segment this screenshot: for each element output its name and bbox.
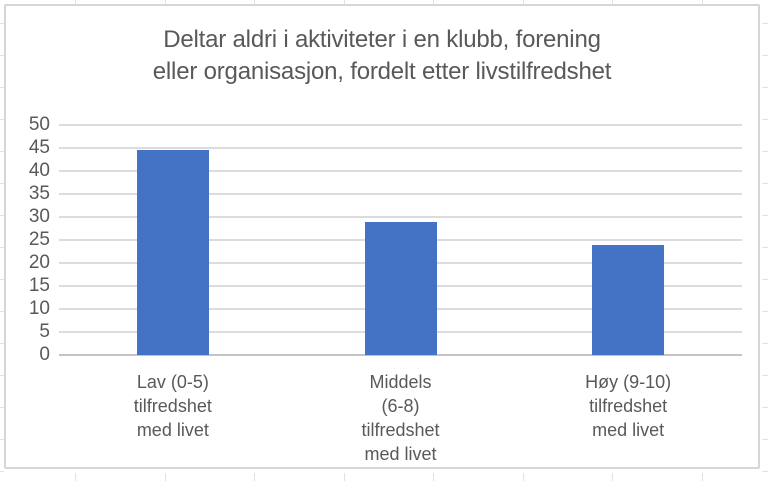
bar-1[interactable]: [136, 150, 209, 355]
category-label-line: tilfredshet: [589, 396, 668, 416]
spreadsheet-gridline-stub: [0, 343, 4, 344]
spreadsheet-gridline-stub: [343, 473, 345, 481]
spreadsheet-gridline-stub: [762, 375, 768, 376]
category-label-line: med livet: [592, 420, 665, 440]
spreadsheet-gridline-stub: [522, 0, 524, 4]
spreadsheet-gridline-stub: [0, 439, 4, 440]
spreadsheet-gridline-stub: [0, 311, 4, 312]
spreadsheet-gridline-stub: [701, 0, 703, 4]
spreadsheet-gridline-stub: [762, 439, 768, 440]
bar-2[interactable]: [364, 221, 437, 355]
spreadsheet-gridline-stub: [0, 407, 4, 408]
category-label-1: Lav (0-5) tilfredshet med livet: [68, 370, 278, 442]
category-label-line: tilfredshet: [361, 420, 440, 440]
spreadsheet-gridline-stub: [762, 87, 768, 88]
y-axis-tick-label: 30: [28, 206, 50, 227]
spreadsheet-gridline-stub: [164, 0, 166, 4]
y-axis-tick-label: 15: [28, 275, 50, 296]
chart-title-line-2: eller organisasjon, fordelt etter livsti…: [152, 58, 612, 85]
spreadsheet-gridline-stub: [0, 183, 4, 184]
spreadsheet-gridline-stub: [762, 23, 768, 24]
spreadsheet-gridline-stub: [762, 471, 768, 472]
spreadsheet-gridline-stub: [343, 0, 345, 4]
x-axis-line: [59, 354, 742, 356]
y-axis-tick-label: 40: [28, 160, 50, 181]
spreadsheet-gridline-stub: [762, 279, 768, 280]
spreadsheet-gridline-stub: [433, 0, 434, 4]
category-label-line: Høy (9-10): [585, 372, 672, 392]
category-label-2: Middels (6-8) tilfredshet med livet: [296, 370, 506, 466]
gridline: [59, 124, 742, 126]
spreadsheet-gridline-stub: [75, 473, 76, 481]
spreadsheet-gridline-stub: [0, 23, 4, 24]
spreadsheet-gridline-stub: [762, 343, 768, 344]
spreadsheet-gridline-stub: [433, 473, 434, 481]
chart-title-line-1: Deltar aldri i aktiviteter i en klubb, f…: [163, 26, 601, 53]
spreadsheet-gridline-stub: [612, 0, 613, 4]
gridline: [59, 193, 742, 195]
spreadsheet-gridline-stub: [0, 279, 4, 280]
spreadsheet-gridline-stub: [762, 215, 768, 216]
gridline: [59, 216, 742, 218]
spreadsheet-gridline-stub: [762, 151, 768, 152]
y-axis-tick-label: 25: [28, 229, 50, 250]
gridline: [59, 170, 742, 172]
chart-object[interactable]: Deltar aldri i aktiviteter i en klubb, f…: [4, 4, 760, 469]
spreadsheet-gridline-stub: [254, 473, 255, 481]
spreadsheet-gridline-stub: [0, 471, 4, 472]
y-axis-tick-label: 50: [28, 114, 50, 135]
spreadsheet-gridline-stub: [0, 375, 4, 376]
spreadsheet-gridline-stub: [762, 55, 768, 56]
spreadsheet-gridline-stub: [0, 151, 4, 152]
spreadsheet-gridline-stub: [762, 407, 768, 408]
category-label-line: tilfredshet: [133, 396, 212, 416]
category-label-3: Høy (9-10) tilfredshet med livet: [523, 370, 733, 442]
y-axis-tick-label: 0: [39, 344, 50, 365]
category-label-line: Lav (0-5): [136, 372, 209, 392]
spreadsheet-gridline-stub: [612, 473, 613, 481]
spreadsheet-gridline-stub: [762, 247, 768, 248]
spreadsheet-gridline-stub: [0, 55, 4, 56]
spreadsheet-gridline-stub: [701, 473, 703, 481]
spreadsheet-gridline-stub: [164, 473, 166, 481]
spreadsheet-gridline-stub: [762, 183, 768, 184]
plot-area: 0 5 10 15 20 25 30 35 40 45 50 Lav (0-5) tilfredshet…: [6, 6, 758, 467]
spreadsheet-gridline-stub: [254, 0, 255, 4]
spreadsheet-gridline-stub: [762, 119, 768, 120]
category-label-line: (6-8): [381, 396, 420, 416]
gridline: [59, 147, 742, 149]
category-label-line: med livet: [136, 420, 209, 440]
y-axis-tick-label: 10: [28, 298, 50, 319]
spreadsheet-gridline-stub: [0, 247, 4, 248]
spreadsheet-gridline-stub: [522, 473, 524, 481]
chart-title: Deltar aldri i aktiviteter i en klubb, f…: [6, 24, 758, 88]
spreadsheet-gridline-stub: [0, 119, 4, 120]
spreadsheet-gridline-stub: [0, 215, 4, 216]
y-axis-tick-label: 20: [28, 252, 50, 273]
spreadsheet-gridline-stub: [75, 0, 76, 4]
y-axis-tick-label: 5: [39, 321, 50, 342]
y-axis-tick-label: 45: [28, 137, 50, 158]
spreadsheet-gridline-stub: [762, 311, 768, 312]
spreadsheet-gridline-stub: [0, 87, 4, 88]
y-axis-tick-label: 35: [28, 183, 50, 204]
category-label-line: med livet: [364, 444, 437, 464]
bar-3[interactable]: [592, 244, 665, 355]
category-label-line: Middels: [369, 372, 432, 392]
